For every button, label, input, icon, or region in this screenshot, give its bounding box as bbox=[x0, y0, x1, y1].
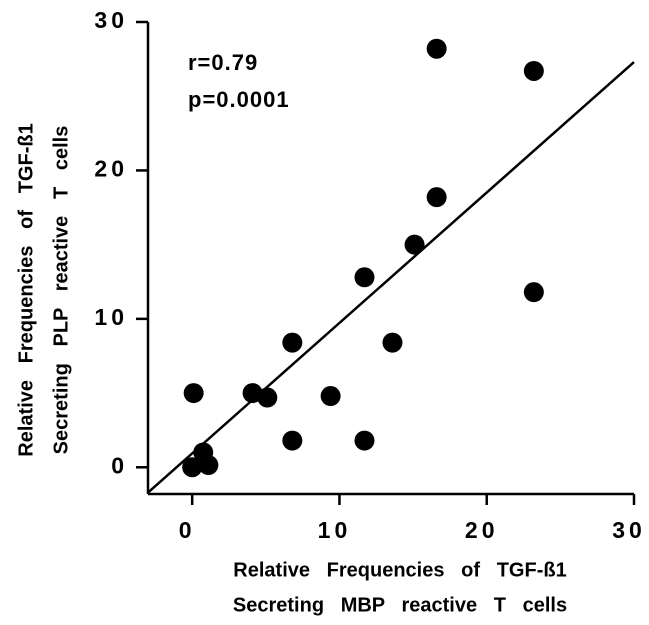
y-tick-label: 30 bbox=[94, 7, 128, 33]
y-axis-label: Relative Frequencies of TGF-ß1 bbox=[15, 123, 37, 456]
point bbox=[523, 60, 544, 81]
point bbox=[182, 457, 203, 478]
point bbox=[282, 430, 303, 451]
point bbox=[354, 267, 375, 288]
point bbox=[282, 332, 303, 353]
annotation: p=0.0001 bbox=[188, 87, 290, 112]
point bbox=[426, 38, 447, 59]
point bbox=[426, 187, 447, 208]
point bbox=[198, 455, 219, 476]
point bbox=[382, 332, 403, 353]
annotation: r=0.79 bbox=[188, 50, 258, 75]
x-tick-label: 30 bbox=[612, 517, 646, 543]
x-tick-label: 20 bbox=[465, 517, 499, 543]
point bbox=[523, 282, 544, 303]
point bbox=[354, 430, 375, 451]
x-tick-label: 0 bbox=[179, 517, 196, 543]
y-tick-label: 20 bbox=[94, 156, 128, 182]
y-axis-label: Secreting PLP reactive T cells bbox=[50, 126, 72, 455]
y-tick-label: 0 bbox=[111, 452, 128, 478]
point bbox=[320, 386, 341, 407]
fit-line bbox=[147, 61, 635, 494]
x-axis-label: Secreting MBP reactive T cells bbox=[233, 594, 567, 616]
y-tick-label: 10 bbox=[94, 304, 128, 330]
x-axis-label: Relative Frequencies of TGF-ß1 bbox=[233, 559, 566, 581]
point bbox=[404, 234, 425, 255]
point bbox=[183, 383, 204, 404]
x-tick-label: 10 bbox=[318, 517, 352, 543]
point bbox=[257, 387, 278, 408]
